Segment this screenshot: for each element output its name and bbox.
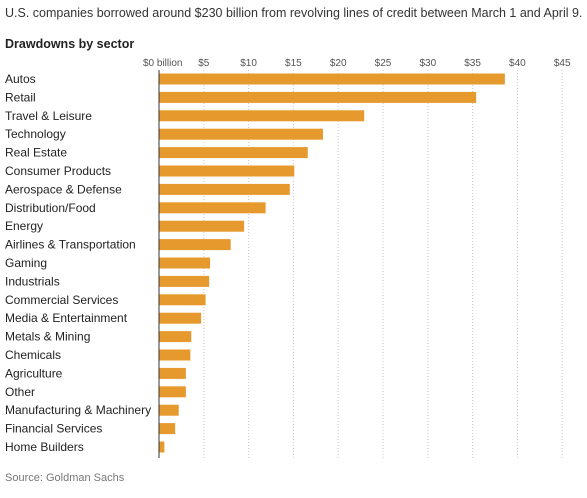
category-label: Real Estate: [5, 146, 67, 160]
bar: [159, 367, 186, 379]
category-label: Airlines & Transportation: [5, 238, 136, 252]
category-label: Consumer Products: [5, 164, 111, 178]
category-label: Technology: [5, 127, 66, 141]
category-label: Other: [5, 385, 35, 399]
bar: [159, 404, 179, 416]
bar: [159, 183, 290, 195]
bar: [159, 239, 231, 251]
x-tick-label: $45: [554, 58, 571, 69]
x-tick-label: $20: [330, 58, 347, 69]
axes: $0 billion $5 $10 $15 $20 $25 $30 $35 $40 $45: [143, 58, 571, 458]
bar: [159, 147, 308, 159]
category-label: Retail: [5, 90, 36, 104]
bar: [159, 128, 323, 140]
bar: [159, 73, 505, 85]
bar: [159, 386, 186, 398]
category-label: Commercial Services: [5, 293, 118, 307]
category-label: Gaming: [5, 256, 47, 270]
category-label: Financial Services: [5, 422, 102, 436]
category-label: Energy: [5, 219, 43, 233]
x-tick-label: $25: [375, 58, 392, 69]
bar: [159, 165, 295, 177]
x-tick-label: $10: [240, 58, 257, 69]
source-note: Source: Goldman Sachs: [5, 472, 125, 484]
gridlines: [203, 70, 563, 458]
category-label: Agriculture: [5, 366, 63, 380]
x-tick-label: $35: [464, 58, 481, 69]
category-label: Metals & Mining: [5, 330, 90, 344]
bar: [159, 423, 176, 435]
bar: [159, 220, 245, 232]
bars: [159, 73, 505, 453]
bar: [159, 202, 266, 214]
bar: [159, 441, 165, 453]
x-tick-label: $15: [285, 58, 302, 69]
category-label: Autos: [5, 72, 36, 86]
category-label: Travel & Leisure: [5, 109, 92, 123]
category-label: Home Builders: [5, 440, 84, 454]
chart-title: Drawdowns by sector: [5, 37, 135, 51]
x-tick-label: $40: [509, 58, 526, 69]
category-label: Manufacturing & Machinery: [5, 403, 151, 417]
category-labels: Autos Retail Travel & Leisure Technology Rea…: [5, 72, 151, 454]
bar: [159, 312, 202, 324]
x-tick-label: $5: [198, 58, 210, 69]
bar: [159, 110, 365, 122]
bar: [159, 91, 477, 103]
bar: [159, 257, 211, 269]
chart-subtitle: U.S. companies borrowed around $230 bill…: [5, 6, 583, 20]
bar: [159, 275, 210, 287]
category-label: Industrials: [5, 274, 60, 288]
bar: [159, 331, 192, 343]
category-label: Distribution/Food: [5, 201, 96, 215]
category-label: Chemicals: [5, 348, 61, 362]
x-tick-label: $30: [419, 58, 436, 69]
category-label: Aerospace & Defense: [5, 182, 122, 196]
bar: [159, 349, 191, 361]
bar: [159, 294, 206, 306]
x-tick-label: $0 billion: [143, 58, 182, 69]
category-label: Media & Entertainment: [5, 311, 128, 325]
